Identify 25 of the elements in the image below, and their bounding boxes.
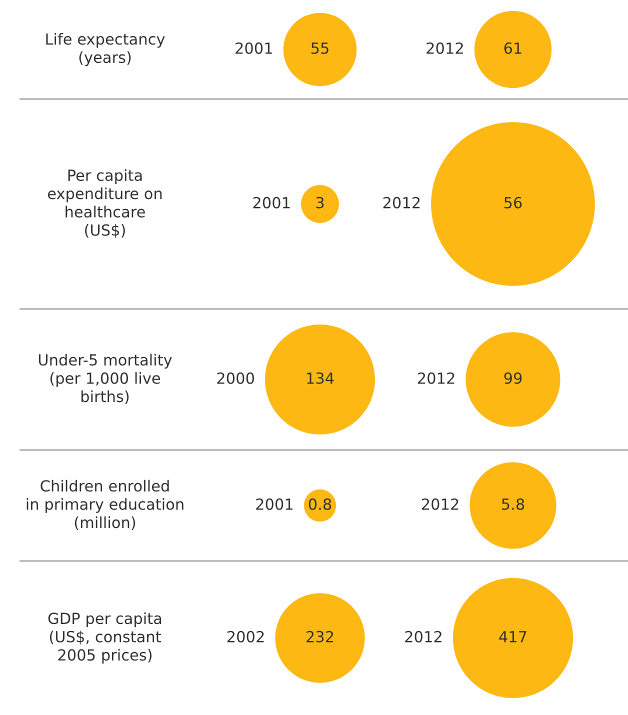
category-label: 2002 <box>227 630 264 642</box>
data-label: 61 <box>504 42 522 54</box>
category-label: 2012 <box>426 42 463 54</box>
text: Life expectancy (years) <box>46 32 165 66</box>
category-label: 2001 <box>253 196 290 208</box>
category-label: 2012 <box>405 630 442 642</box>
text: GDP per capita (US$, constant 2005 prices) <box>48 612 162 664</box>
category-label: 2000 <box>217 372 254 384</box>
data-label: 55 <box>311 42 328 54</box>
data-label: 134 <box>307 372 334 384</box>
text: Children enrolled in primary education (million) <box>26 480 184 530</box>
data-label: 56 <box>504 196 522 208</box>
category-label: 2012 <box>383 196 420 208</box>
data-label: 99 <box>504 372 522 384</box>
data-label: 0.8 <box>308 498 332 510</box>
data-label: 5.8 <box>502 498 524 510</box>
text: Per capita expenditure on healthcare (US$) <box>48 169 162 238</box>
category-label: 2012 <box>422 498 458 510</box>
category-label: 2012 <box>418 372 454 384</box>
text: Under-5 mortality (per 1,000 live births) <box>38 354 172 404</box>
data-label: 417 <box>499 631 526 642</box>
category-label: 2001 <box>256 498 293 510</box>
category-label: 2001 <box>236 42 272 54</box>
data-label: 232 <box>306 630 334 642</box>
data-label: 3 <box>316 196 324 208</box>
